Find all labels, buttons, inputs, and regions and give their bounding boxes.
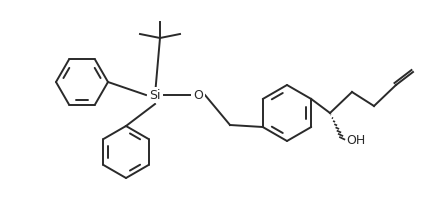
Text: Si: Si — [149, 89, 161, 102]
Text: O: O — [193, 89, 203, 102]
Text: OH: OH — [346, 135, 365, 147]
